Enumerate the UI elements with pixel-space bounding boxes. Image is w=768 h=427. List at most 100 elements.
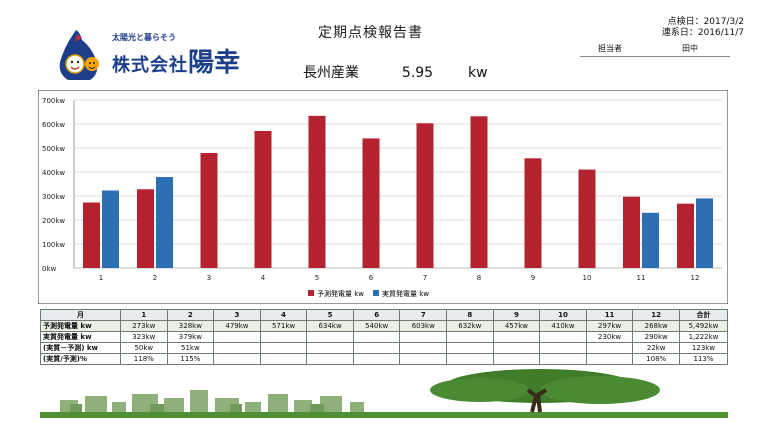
table-cell	[585, 353, 634, 365]
row-label: (実質/予測)%	[40, 353, 121, 365]
capacity-unit: kw	[467, 65, 488, 81]
subject-line: 長州産業 5.95 kw	[303, 62, 488, 82]
table-header-cell: 2	[166, 309, 215, 321]
table-cell	[539, 331, 587, 343]
table-cell-total: 113%	[679, 353, 728, 365]
x-tick-label: 10	[583, 274, 592, 282]
row-label: 予測発電量 kw	[40, 320, 121, 332]
x-tick-label: 9	[531, 274, 535, 282]
legend-swatch-predicted	[308, 290, 314, 296]
bar-actual	[156, 177, 173, 268]
bar-actual	[642, 212, 659, 268]
table-cell: 50kw	[120, 342, 168, 354]
table-header-cell: 12	[632, 309, 680, 321]
table-cell	[306, 331, 354, 343]
bar-predicted	[137, 189, 154, 268]
table-header-cell: 11	[585, 309, 634, 321]
x-tick-label: 4	[261, 274, 266, 282]
table-header-cell: 3	[213, 309, 261, 321]
chart-legend: 予測発電量 kw 実質発電量 kw	[308, 289, 429, 298]
table-cell	[213, 353, 261, 365]
table-cell: 632kw	[446, 320, 494, 332]
table-cell: 230kw	[585, 331, 634, 343]
table-header-cell: 4	[259, 309, 308, 321]
table-header-cell: 6	[352, 309, 401, 321]
table-cell: 268kw	[632, 320, 680, 332]
table-row-ratio: (実質/予測)% 118% 115% 108% 113%	[40, 353, 728, 365]
x-tick-label: 6	[369, 274, 374, 282]
y-tick-label: 700kw	[42, 97, 65, 105]
company-logo: 太陽光と暮らそう 株式会社陽幸	[52, 28, 282, 84]
staff-field: 担当者 田中	[580, 42, 730, 57]
table-cell: 540kw	[352, 320, 401, 332]
row-label: 実質発電量 kw	[40, 331, 121, 343]
table-cell: 108%	[632, 353, 680, 365]
table-cell	[352, 342, 401, 354]
logo-company-name: 株式会社陽幸	[112, 42, 240, 79]
table-cell	[446, 331, 494, 343]
bar-predicted	[254, 130, 272, 268]
x-tick-label: 2	[153, 274, 157, 282]
table-cell	[446, 353, 494, 365]
bar-actual	[696, 198, 713, 268]
logo-tagline: 太陽光と暮らそう	[112, 33, 176, 42]
x-tick-label: 12	[691, 274, 700, 282]
y-tick-label: 400kw	[42, 169, 65, 177]
bar-predicted	[200, 153, 218, 268]
y-tick-label: 200kw	[42, 217, 65, 225]
table-cell	[446, 342, 494, 354]
dates-block: 点検日：2017/3/2 連系日：2016/11/7	[662, 17, 744, 39]
bar-predicted	[416, 123, 434, 268]
generation-bar-chart: 0kw 100kw 200kw 300kw 400kw 500kw 600kw 700kw 1…	[38, 90, 728, 304]
y-tick-label: 300kw	[42, 193, 65, 201]
table-header-cell: 8	[446, 309, 494, 321]
bar-predicted	[83, 202, 100, 268]
table-cell	[213, 342, 261, 354]
table-cell: 457kw	[492, 320, 541, 332]
system-capacity: 5.95	[401, 65, 434, 81]
bar-predicted	[623, 196, 640, 268]
table-cell: 603kw	[399, 320, 448, 332]
table-row-difference: (実質－予測) kw 50kw 51kw 22kw 123kw	[40, 342, 728, 354]
y-tick-label: 100kw	[42, 241, 65, 249]
table-cell	[539, 353, 587, 365]
table-cell-total: 1,222kw	[679, 331, 728, 343]
generation-data-table: 月 1 2 3 4 5 6 7 8 9 10 11 12 合計 予測発電量 kw…	[40, 309, 728, 365]
table-cell	[259, 353, 308, 365]
connection-date: 連系日：2016/11/7	[661, 28, 744, 38]
y-tick-label: 500kw	[42, 145, 65, 153]
table-cell	[306, 353, 354, 365]
table-cell	[306, 342, 354, 354]
x-tick-label: 8	[477, 274, 481, 282]
bar-predicted	[677, 203, 694, 268]
x-tick-label: 1	[99, 274, 103, 282]
logo-company-main: 陽幸	[188, 48, 241, 78]
bar-predicted	[362, 138, 380, 268]
town-tree-scenery-illustration	[40, 369, 728, 418]
table-header-cell: 7	[399, 309, 448, 321]
table-cell: 22kw	[632, 342, 680, 354]
table-header-cell: 月	[40, 309, 121, 321]
x-tick-label: 7	[423, 274, 427, 282]
table-header-cell: 1	[120, 309, 168, 321]
table-cell: 379kw	[166, 331, 215, 343]
table-cell: 290kw	[632, 331, 680, 343]
table-cell: 571kw	[259, 320, 308, 332]
staff-name: 田中	[682, 44, 698, 53]
table-cell	[213, 331, 261, 343]
x-tick-label: 11	[637, 274, 646, 282]
table-cell	[492, 331, 541, 343]
x-tick-label: 3	[207, 274, 211, 282]
table-cell: 634kw	[306, 320, 354, 332]
table-cell: 328kw	[166, 320, 215, 332]
bar-predicted	[524, 158, 542, 268]
table-cell-total: 5,492kw	[679, 320, 728, 332]
table-header-cell: 5	[306, 309, 354, 321]
table-cell: 273kw	[120, 320, 168, 332]
client-name: 長州産業	[303, 65, 359, 81]
table-header-cell: 10	[539, 309, 587, 321]
table-cell: 118%	[120, 353, 168, 365]
table-header-cell: 合計	[679, 309, 728, 321]
logo-company-prefix: 株式会社	[112, 55, 188, 76]
y-tick-label: 600kw	[42, 121, 65, 129]
